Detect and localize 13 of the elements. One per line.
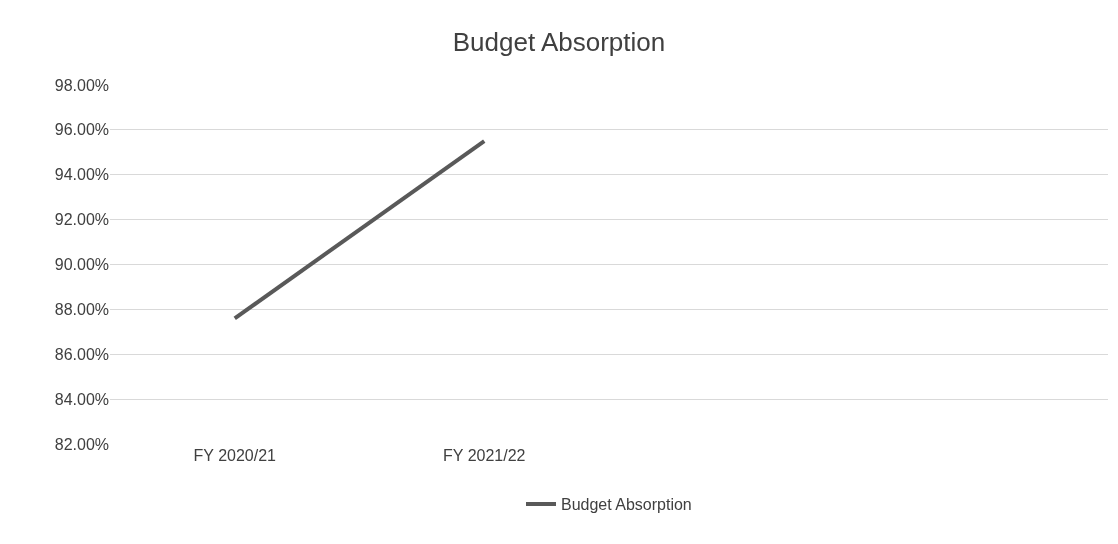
- y-tick-label: 88.00%: [54, 300, 109, 318]
- legend-label: Budget Absorption: [561, 496, 692, 514]
- y-tick-label: 90.00%: [54, 256, 109, 274]
- y-tick-label: 86.00%: [54, 345, 109, 363]
- y-tick-label: 84.00%: [54, 390, 109, 408]
- y-tick-label: 92.00%: [54, 211, 109, 229]
- chart-title: Budget Absorption: [452, 26, 666, 57]
- y-tick-label: 94.00%: [54, 166, 109, 184]
- y-tick-label: 98.00%: [54, 76, 109, 94]
- x-tick-label: FY 2020/21: [193, 447, 277, 464]
- y-tick-label: 82.00%: [54, 435, 109, 453]
- x-tick-label: FY 2021/22: [443, 447, 526, 464]
- y-tick-label: 96.00%: [54, 121, 109, 139]
